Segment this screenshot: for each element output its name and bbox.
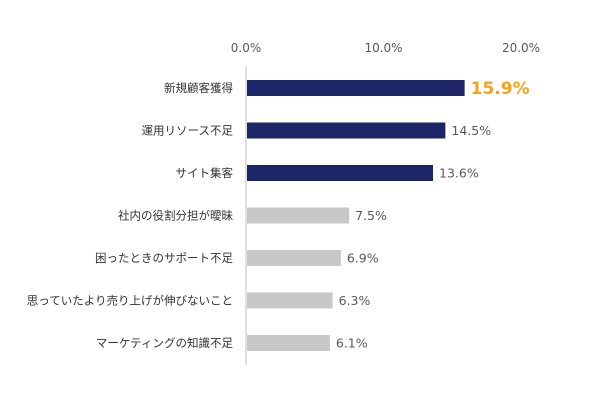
value-label: 6.3% <box>339 293 371 308</box>
bar <box>247 165 433 181</box>
bar <box>247 122 446 139</box>
bar <box>247 250 341 266</box>
category-label: 困ったときのサポート不足 <box>95 251 233 265</box>
x-tick-label: 0.0% <box>231 41 262 55</box>
value-label: 14.5% <box>451 123 491 138</box>
bars-group <box>247 80 465 351</box>
value-label: 6.9% <box>347 251 379 266</box>
bar <box>247 80 465 96</box>
x-tick-label: 10.0% <box>364 41 402 55</box>
category-label: 思っていたより売り上げが伸びないこと <box>27 294 233 308</box>
x-axis-ticks: 0.0% 10.0% 20.0% <box>231 41 540 55</box>
bar <box>247 292 333 309</box>
category-label: 運用リソース不足 <box>142 124 234 138</box>
value-label: 6.1% <box>336 336 368 351</box>
bar <box>247 335 330 351</box>
category-labels: 新規顧客獲得運用リソース不足サイト集客社内の役割分担が曖昧困ったときのサポート不… <box>27 81 234 350</box>
x-tick-label: 20.0% <box>502 41 540 55</box>
value-label: 13.6% <box>439 166 479 181</box>
value-label: 7.5% <box>355 208 387 223</box>
category-label: 社内の役割分担が曖昧 <box>118 209 233 223</box>
bar <box>247 207 350 224</box>
value-label: 15.9% <box>471 79 530 99</box>
category-label: サイト集客 <box>176 166 234 180</box>
category-label: マーケティングの知識不足 <box>96 336 234 350</box>
category-label: 新規顧客獲得 <box>164 81 233 95</box>
value-labels: 15.9% 14.5% 13.6% 7.5% 6.9% 6.3% 6.1% <box>336 79 530 351</box>
